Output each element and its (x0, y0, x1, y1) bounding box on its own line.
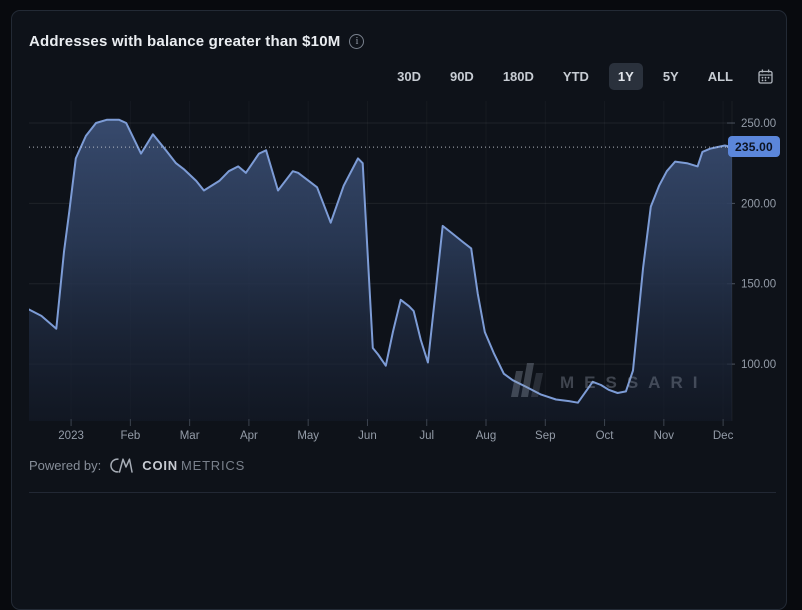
chart-card: Addresses with balance greater than $10M… (11, 10, 787, 610)
range-button-ytd[interactable]: YTD (554, 63, 598, 90)
x-axis-label: Jul (419, 430, 434, 442)
range-button-1y[interactable]: 1Y (608, 62, 643, 90)
chart-title: Addresses with balance greater than $10M (29, 33, 341, 50)
x-axis-label: Dec (713, 430, 734, 442)
x-axis-label: Feb (120, 430, 140, 442)
range-button-5y[interactable]: 5Y (654, 63, 688, 90)
x-axis-label: Sep (535, 430, 555, 442)
x-axis-label: Apr (240, 430, 258, 442)
chart-canvas[interactable]: 250.00 200.00 150.00 100.00 2023 Feb Mar Apr May… (29, 101, 776, 446)
range-button-90d[interactable]: 90D (441, 63, 483, 90)
x-axis-label: Aug (476, 430, 496, 442)
range-toolbar: 30D 90D 180D YTD 1Y 5Y ALL (388, 61, 776, 91)
calendar-icon (758, 69, 773, 84)
chart-area: 250.00 200.00 150.00 100.00 2023 Feb Mar Apr May… (29, 101, 780, 446)
powered-by-label: Powered by: (29, 458, 102, 473)
powered-by-footer: Powered by: COIN METRICS (29, 457, 245, 474)
x-axis-label: Nov (654, 430, 675, 442)
section-divider (29, 492, 776, 493)
y-axis-label: 100.00 (741, 359, 776, 371)
y-axis-label: 250.00 (741, 118, 776, 130)
current-value-badge: 235.00 (728, 136, 780, 158)
coinmetrics-wordmark-light: METRICS (180, 458, 246, 473)
coinmetrics-wordmark-bold: COIN (142, 458, 178, 473)
coinmetrics-logo-icon (110, 458, 134, 473)
x-axis-label: Mar (180, 430, 200, 442)
x-axis-label: Oct (596, 430, 615, 442)
range-button-30d[interactable]: 30D (388, 63, 430, 90)
y-axis-label: 150.00 (741, 279, 776, 291)
x-axis-label: May (297, 430, 319, 442)
chart-header: Addresses with balance greater than $10M… (29, 33, 365, 50)
calendar-button[interactable] (755, 66, 776, 87)
info-icon[interactable]: i (349, 34, 365, 49)
range-button-180d[interactable]: 180D (494, 63, 543, 90)
x-axis-label: 2023 (58, 430, 84, 442)
range-button-all[interactable]: ALL (699, 63, 742, 90)
x-axis-label: Jun (358, 430, 377, 442)
y-axis-label: 200.00 (741, 198, 776, 210)
